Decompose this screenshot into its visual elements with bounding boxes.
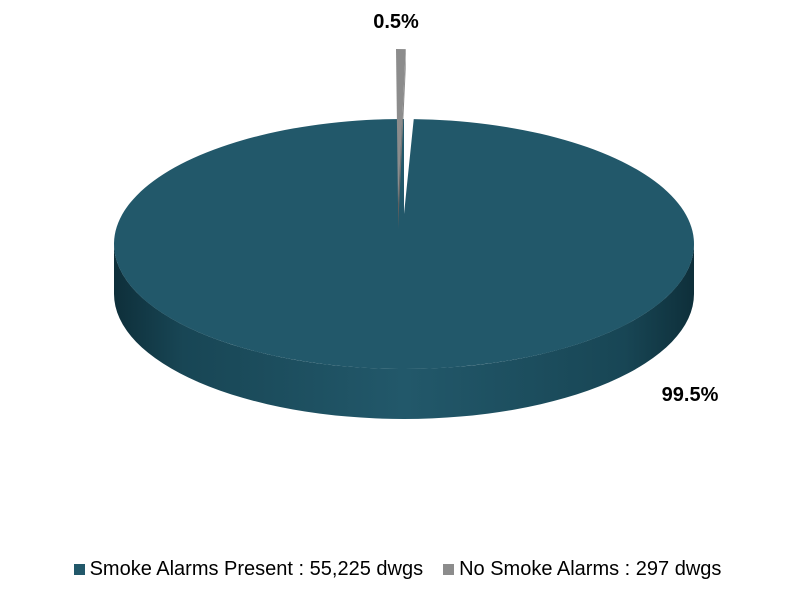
data-label-no-smoke-alarms: 0.5%	[373, 11, 419, 33]
legend-swatch-no-smoke-alarms	[443, 563, 455, 575]
pie-slice-side-no-smoke-alarms	[398, 49, 406, 230]
legend-item-no-smoke-alarms: No Smoke Alarms : 297 dwgs	[443, 558, 721, 581]
legend-item-smoke-alarms-present: Smoke Alarms Present : 55,225 dwgs	[73, 557, 424, 581]
legend-swatch-smoke-alarms-present	[73, 563, 85, 575]
pie-slice-smoke-alarms-present	[114, 119, 695, 369]
legend-label-smoke-alarms-present: Smoke Alarms Present : 55,225 dwgs	[89, 557, 424, 580]
chart-legend: Smoke Alarms Present : 55,225 dwgs No Sm…	[0, 556, 795, 582]
pie-slice-no-smoke-alarms	[396, 49, 406, 204]
data-label-smoke-alarms-present: 99.5%	[662, 384, 719, 406]
legend-label-no-smoke-alarms: No Smoke Alarms : 297 dwgs	[459, 557, 722, 580]
pie-slice-side-smoke-alarms-present	[114, 244, 694, 419]
